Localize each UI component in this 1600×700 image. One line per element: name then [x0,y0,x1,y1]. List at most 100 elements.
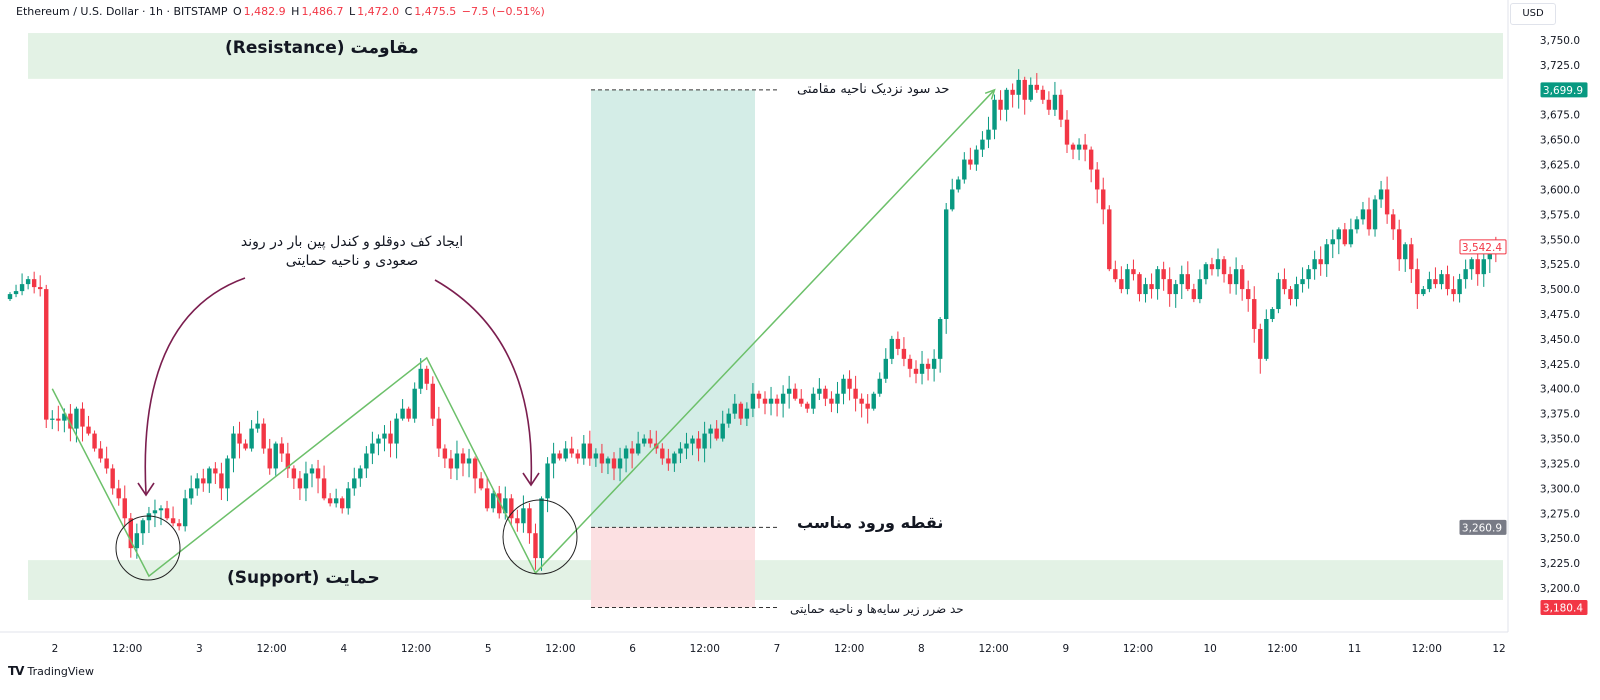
candle-body [1390,214,1396,230]
candle-body [931,358,937,369]
candle-body [937,318,943,359]
candle [883,348,888,383]
candle [599,443,605,473]
close-value: 1,475.5 [414,5,457,18]
candle [400,399,405,421]
candle-body [231,433,236,459]
candle [1336,227,1341,255]
candle [1179,265,1184,299]
candle-body [7,294,13,300]
candle [1046,91,1052,115]
candle-body [1439,274,1444,285]
candle-body [340,498,345,509]
candle-body [74,408,79,429]
candle [1390,209,1396,240]
candle [551,442,556,479]
candle-body [720,423,725,439]
candle-body [1306,269,1311,280]
candle [201,468,206,492]
candle-body [279,443,284,454]
x-tick-label: 12:00 [690,643,720,655]
candle [1239,265,1245,301]
candle [944,203,949,334]
x-tick-label: 12:00 [834,643,864,655]
candle [1010,83,1015,108]
candle-body [907,358,913,369]
candle-body [1318,259,1323,265]
candle [297,470,303,501]
candle-body [871,393,876,409]
candle [587,430,593,466]
candle [1469,257,1474,280]
candle [1312,250,1317,280]
currency-button[interactable]: USD [1510,3,1556,25]
price-tag-label: 3,699.9 [1543,85,1583,97]
candle [56,405,61,432]
candle [1034,73,1039,93]
candle [1300,267,1305,293]
candle-body [25,279,31,285]
candle [569,436,574,458]
candle-body [261,423,266,449]
candle-body [503,498,508,514]
candle [122,485,127,527]
candle-body [1131,269,1136,275]
candle [726,408,731,428]
candle [448,449,454,480]
candle-body [823,388,828,399]
y-tick-label: 3,325.0 [1540,458,1580,470]
candle [454,440,460,481]
candle-body [1088,149,1094,170]
y-tick-label: 3,575.0 [1540,209,1580,221]
candle [1058,89,1064,128]
candle [86,415,91,436]
candle-body [491,493,496,509]
price-tag-stop: 3,180.4 [1540,600,1588,616]
x-tick-label: 12:00 [256,643,286,655]
candle [1294,276,1299,307]
candle-body [352,478,357,489]
candle-body [660,448,665,459]
candle [907,354,913,378]
candle [98,441,103,463]
tradingview-logo[interactable]: TV TradingView [8,664,94,678]
candle-body [237,433,242,444]
candle [1125,263,1130,295]
candle-body [1270,309,1275,319]
candle-body [1076,144,1082,150]
candle [672,451,677,472]
candle-body [509,498,514,519]
curved-arrow-right-icon [434,279,533,485]
candle-body [176,523,182,527]
candle-body [406,408,411,419]
candle [708,424,713,449]
x-tick-label: 12:00 [545,643,575,655]
candle [1197,269,1203,304]
candle-body [1409,244,1414,270]
candle [509,494,514,526]
curved-arrow-left-icon [144,277,246,495]
x-tick-label: 8 [918,643,925,655]
candle [956,176,961,193]
tradingview-logo-icon: TV [8,664,25,678]
candle [539,496,544,571]
candle [1191,283,1197,303]
candle [352,467,357,496]
candle [901,337,907,367]
candle [1427,271,1432,293]
candle [267,438,272,475]
candle-body [575,453,580,459]
candle-body [853,388,858,399]
price-tag-label: 3,260.9 [1462,522,1502,534]
candle [1052,81,1058,117]
candle [732,394,737,419]
candle-body [1209,264,1215,270]
candle-body [128,518,133,549]
x-tick-label: 11 [1348,643,1361,655]
double-bottom-circle-2 [502,499,578,575]
candle-body [799,398,804,404]
symbol-title[interactable]: Ethereum / U.S. Dollar · 1h · BITSTAMP [16,5,228,18]
candle-body [1167,279,1172,295]
candle-body [859,398,864,404]
